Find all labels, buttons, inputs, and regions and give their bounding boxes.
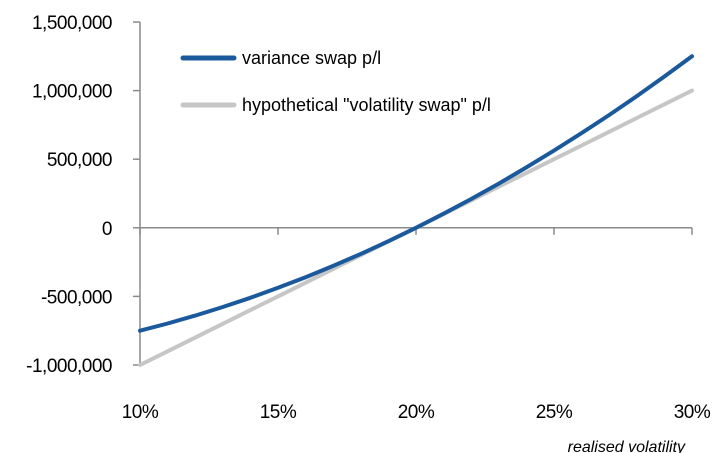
x-tick-label: 20% xyxy=(398,402,435,423)
x-tick-label: 25% xyxy=(536,402,573,423)
y-tick-label: -1,000,000 xyxy=(26,356,112,377)
axes xyxy=(133,21,693,366)
y-tick-label: -500,000 xyxy=(41,287,112,308)
y-tick-label: 0 xyxy=(102,219,112,240)
y-tick-label: 1,000,000 xyxy=(32,82,112,103)
legend-label: variance swap p/l xyxy=(242,48,381,68)
y-tick-label: 1,500,000 xyxy=(32,13,112,34)
x-axis-label: realised volatility xyxy=(568,439,686,453)
legend-label: hypothetical "volatility swap" p/l xyxy=(242,95,491,115)
tick-labels: 1,500,000 1,000,000 500,000 0 -500,000 -1,000… xyxy=(26,13,711,423)
x-tick-label: 10% xyxy=(122,402,159,423)
legend: variance swap p/l hypothetical "volatilit… xyxy=(180,48,491,115)
y-tick-label: 500,000 xyxy=(47,150,112,171)
x-tick-label: 30% xyxy=(674,402,711,423)
series-layer xyxy=(138,54,694,367)
x-tick-label: 15% xyxy=(260,402,297,423)
series-line xyxy=(138,54,694,333)
